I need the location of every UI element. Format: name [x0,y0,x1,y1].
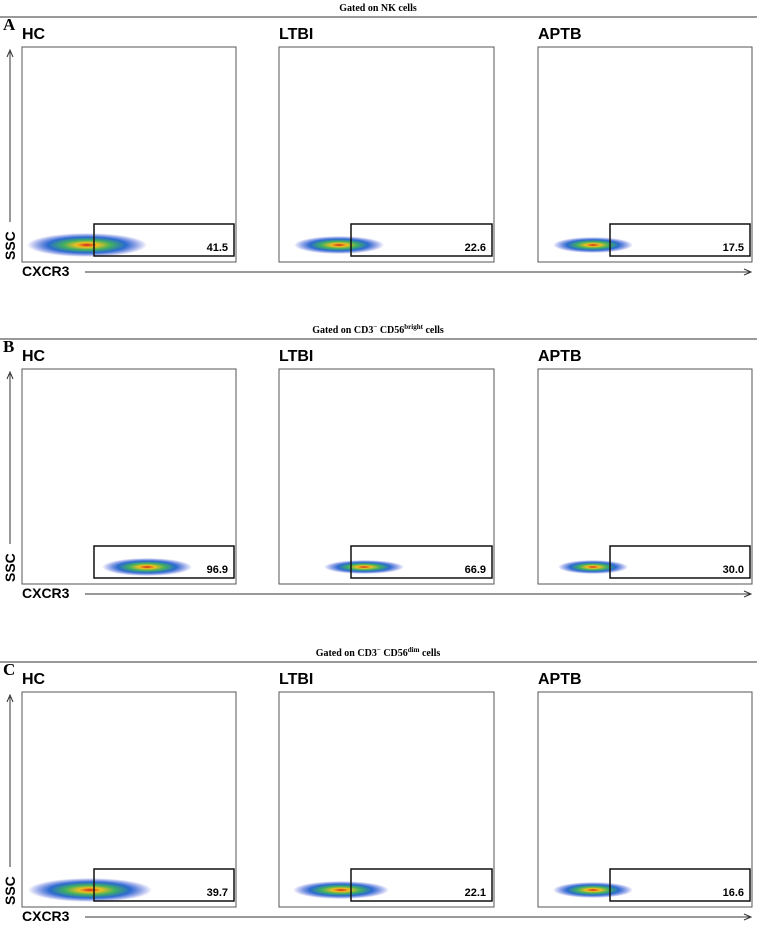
x-axis-label: CXCR3 [22,263,70,279]
cell-density [553,237,633,253]
gate [609,545,751,579]
plot-label: APTB [538,348,582,365]
plot-frame [21,691,237,908]
cell-density [102,558,192,576]
gate-value: 16.6 [723,887,744,899]
y-arrowhead [6,693,14,703]
plot-frame [21,46,237,263]
gate [93,868,235,902]
y-axis-label: SSC [2,553,18,582]
cell-density [28,878,152,902]
plot-frame [278,368,495,585]
plot-frame [278,46,495,263]
gate-value: 39.7 [207,887,228,899]
title-text: CD56 [377,325,404,336]
cell-density [558,560,628,574]
title-text: Gated on NK cells [339,3,417,14]
cell-density [294,236,384,254]
plot-frame [537,46,753,263]
x-axis-label: CXCR3 [22,908,70,924]
gate-value: 17.5 [723,242,744,254]
panel-title: Gated on CD3− CD56dim cells [316,646,441,660]
gate [350,223,493,257]
plot-frame [537,691,753,908]
title-superscript: dim [408,646,420,654]
panel-title: Gated on CD3− CD56bright cells [312,323,444,337]
gate-value: 30.0 [723,564,744,576]
y-axis-label: SSC [2,231,18,260]
x-arrowhead [743,268,753,276]
title-superscript: bright [404,323,423,331]
cell-density [27,233,147,257]
gate-value: 66.9 [465,564,486,576]
x-arrowhead [743,913,753,921]
cell-density [553,882,633,898]
panel-title: Gated on NK cells [339,3,417,14]
panel-letter: A [3,15,16,34]
gate [93,545,235,579]
gate [609,223,751,257]
plot-label: APTB [538,671,582,688]
plot-frame [21,368,237,585]
title-text: cells [423,325,444,336]
gate-value: 96.9 [207,564,228,576]
title-text: CD56 [381,648,408,659]
plot-label: HC [22,348,46,365]
title-text: Gated on CD3 [316,648,377,659]
panel-letter: C [3,660,15,679]
y-arrowhead [6,48,14,58]
cell-density [293,881,389,899]
gate [609,868,751,902]
x-axis-label: CXCR3 [22,585,70,601]
gate [350,868,493,902]
x-arrowhead [743,590,753,598]
plot-label: HC [22,26,46,43]
plot-frame [278,691,495,908]
panel-letter: B [3,337,14,356]
gate [93,223,235,257]
gate-value: 22.1 [465,887,486,899]
plot-label: LTBI [279,26,313,43]
y-arrowhead [6,370,14,380]
cell-density [324,560,404,574]
plot-label: LTBI [279,671,313,688]
plot-label: APTB [538,26,582,43]
plot-label: HC [22,671,46,688]
y-axis-label: SSC [2,876,18,905]
gate-value: 22.6 [465,242,486,254]
plot-frame [537,368,753,585]
title-text: Gated on CD3 [312,325,373,336]
title-superscript: − [373,323,377,331]
title-text: cells [419,648,440,659]
gate [350,545,493,579]
title-superscript: − [377,646,381,654]
gate-value: 41.5 [207,242,228,254]
plot-label: LTBI [279,348,313,365]
